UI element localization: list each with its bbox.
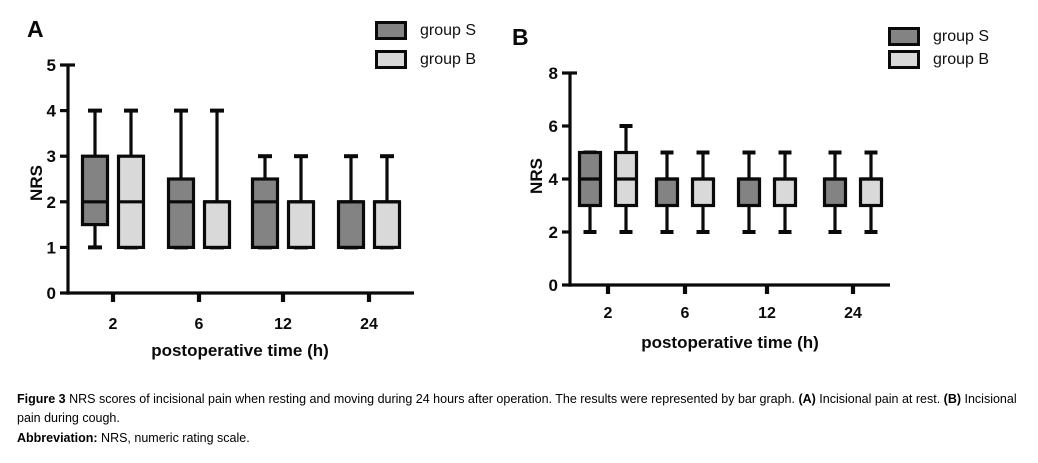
abbreviation-text: NRS, numeric rating scale. bbox=[97, 430, 250, 445]
caption-b-text: Incisional pain during cough. bbox=[17, 392, 1017, 426]
legend-label-group-s: group S bbox=[420, 21, 477, 39]
panel-a-x-axis-title: postoperative time (h) bbox=[151, 341, 329, 360]
legend-item-group-b: group B bbox=[375, 50, 476, 69]
legend-label-group-b: group B bbox=[420, 50, 477, 68]
x-tick-label: 12 bbox=[274, 316, 292, 333]
box bbox=[202, 200, 232, 250]
legend-label-group-b: group B bbox=[933, 50, 990, 68]
panel-b-x-axis-title: postoperative time (h) bbox=[641, 333, 819, 352]
box bbox=[654, 177, 680, 208]
caption-body-text: NRS scores of incisional pain when resti… bbox=[65, 392, 799, 406]
figure-caption: Figure 3 NRS scores of incisional pain w… bbox=[17, 390, 1020, 448]
caption-b-label: (B) bbox=[943, 392, 962, 406]
y-tick-label: 5 bbox=[47, 56, 56, 75]
box bbox=[690, 177, 716, 208]
box bbox=[858, 177, 884, 208]
box bbox=[250, 177, 280, 250]
x-tick-label: 6 bbox=[195, 316, 204, 333]
box bbox=[822, 177, 848, 208]
panel-b-legend: group S group B bbox=[888, 27, 989, 69]
x-tick-label: 6 bbox=[681, 305, 690, 322]
y-tick-label: 0 bbox=[47, 284, 56, 303]
panel-a-y-axis-title: NRS bbox=[27, 165, 46, 201]
y-tick-label: 0 bbox=[549, 276, 558, 295]
caption-a-label: (A) bbox=[798, 392, 816, 406]
panel-a-legend: group S group B bbox=[375, 21, 476, 69]
panel-b-letter: B bbox=[512, 24, 529, 50]
caption-figure-label: Figure 3 bbox=[17, 392, 66, 406]
legend-label-group-s: group S bbox=[933, 27, 990, 45]
y-tick-label: 4 bbox=[47, 102, 57, 121]
caption-a-text: Incisional pain at rest. bbox=[815, 392, 944, 406]
legend-item-group-s: group S bbox=[375, 21, 476, 40]
box bbox=[372, 200, 402, 250]
y-tick-label: 8 bbox=[549, 64, 558, 83]
x-tick-label: 2 bbox=[604, 305, 613, 322]
y-tick-label: 3 bbox=[47, 147, 56, 166]
legend-item-group-s: group S bbox=[888, 27, 989, 46]
group-b-swatch bbox=[375, 50, 407, 69]
x-tick-label: 24 bbox=[360, 316, 378, 333]
group-b-swatch bbox=[888, 50, 920, 69]
group-s-swatch bbox=[888, 27, 920, 46]
y-tick-label: 2 bbox=[47, 193, 56, 212]
caption-main: Figure 3 NRS scores of incisional pain w… bbox=[17, 390, 1020, 429]
y-tick-label: 1 bbox=[47, 238, 56, 257]
box bbox=[286, 200, 316, 250]
box bbox=[166, 177, 196, 250]
y-tick-label: 6 bbox=[549, 117, 558, 136]
legend-item-group-b: group B bbox=[888, 50, 989, 69]
y-tick-label: 4 bbox=[549, 170, 559, 189]
x-tick-label: 24 bbox=[844, 305, 862, 322]
panel-a-letter: A bbox=[27, 16, 44, 42]
box bbox=[736, 177, 762, 208]
group-s-swatch bbox=[375, 21, 407, 40]
y-tick-label: 2 bbox=[549, 223, 558, 242]
caption-abbreviation: Abbreviation: NRS, numeric rating scale. bbox=[17, 429, 1020, 448]
box bbox=[336, 200, 366, 250]
box bbox=[772, 177, 798, 208]
x-tick-label: 2 bbox=[109, 316, 118, 333]
x-tick-label: 12 bbox=[758, 305, 776, 322]
abbreviation-label: Abbreviation: bbox=[17, 430, 98, 445]
panel-b-y-axis-title: NRS bbox=[527, 158, 546, 194]
box bbox=[80, 154, 110, 227]
